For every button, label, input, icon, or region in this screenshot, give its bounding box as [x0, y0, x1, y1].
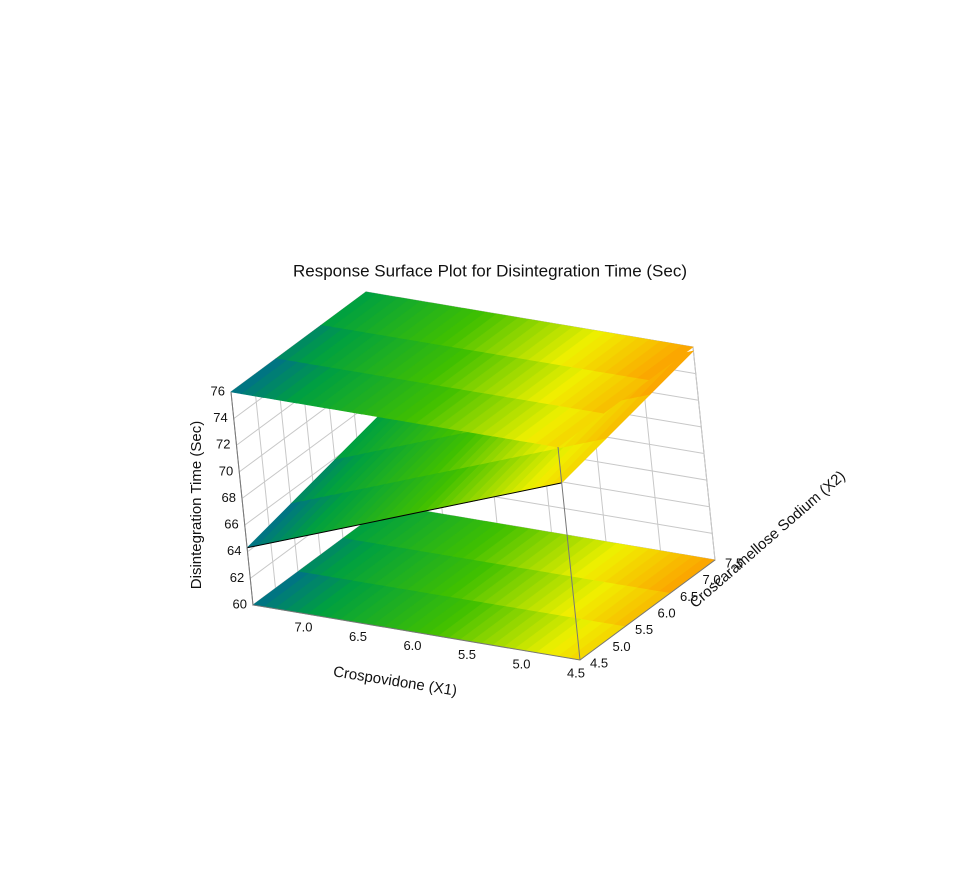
z-tick-label: 62 — [230, 570, 244, 585]
z-tick-label: 68 — [222, 490, 236, 505]
y-tick-label: 5.5 — [635, 622, 653, 637]
z-tick-label: 70 — [219, 463, 233, 478]
z-tick-label: 60 — [233, 596, 247, 611]
box-edge — [230, 391, 716, 661]
z-tick-label: 72 — [216, 437, 230, 452]
y-tick-label: 7.5 — [725, 555, 743, 570]
x-tick-label: 6.0 — [403, 638, 421, 653]
x-tick-label: 6.5 — [349, 629, 367, 644]
ceiling-contour — [546, 411, 604, 448]
y-tick-label: 4.5 — [590, 655, 608, 670]
x-tick-label: 4.5 — [567, 665, 585, 680]
y-tick-label: 6.0 — [658, 605, 676, 620]
y-grid-line — [253, 375, 276, 589]
z-axis-title: Disintegration Time (Sec) — [188, 421, 205, 589]
chart-title: Response Surface Plot for Disintegration… — [293, 261, 687, 280]
x-tick-label: 7.0 — [294, 620, 312, 635]
z-tick-label: 74 — [213, 410, 227, 425]
box-edge — [557, 446, 581, 661]
y-tick-label: 6.5 — [680, 589, 698, 604]
x-axis-title: Crospovidone (X1) — [332, 663, 458, 699]
surface-edge — [246, 482, 562, 549]
x-tick-label: 5.5 — [458, 647, 476, 662]
z-tick-label: 76 — [211, 383, 225, 398]
x-tick-label: 5.0 — [512, 656, 530, 671]
z-tick-label: 66 — [224, 517, 238, 532]
y-tick-label: 7.0 — [703, 572, 721, 587]
x-grid-line — [692, 346, 716, 561]
z-tick-label: 64 — [227, 543, 241, 558]
y-tick-label: 5.0 — [613, 639, 631, 654]
